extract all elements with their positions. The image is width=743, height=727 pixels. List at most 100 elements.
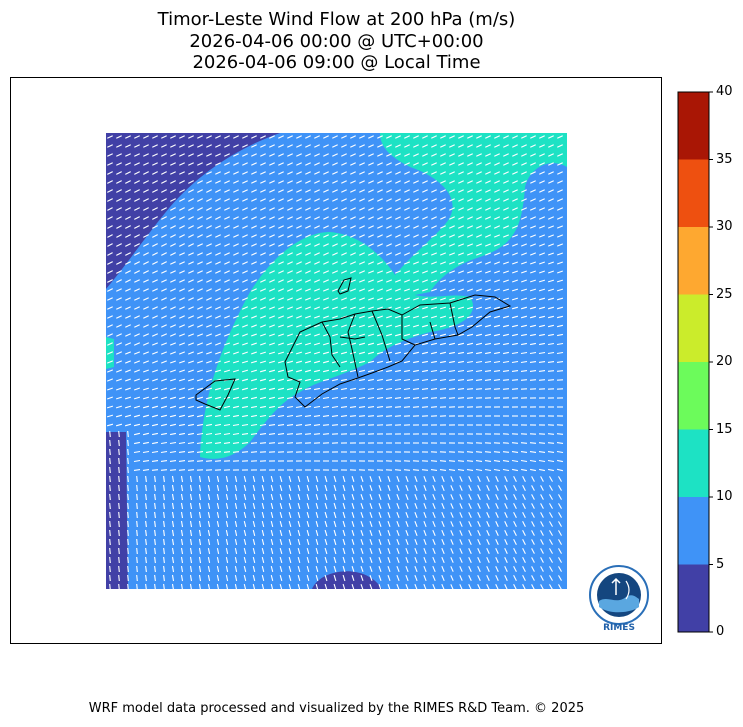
wind-arrow [441,520,445,528]
wind-arrow [288,565,292,573]
wind-arrow [223,333,231,337]
wind-arrow [243,475,247,483]
wind-arrow [134,378,140,382]
wind-arrow [124,405,132,409]
wind-arrow [385,397,393,399]
wind-arrow [116,234,122,238]
wind-arrow [118,484,120,492]
wind-arrow [333,502,337,510]
wind-arrow [134,297,140,301]
wind-arrow [548,144,554,148]
wind-arrow [278,189,284,193]
wind-arrow [538,216,546,220]
wind-arrow [277,306,285,310]
wind-arrow [287,198,293,202]
wind-arrow [277,414,285,418]
wind-arrow [206,360,212,364]
wind-arrow [179,288,185,292]
wind-arrow [556,288,564,292]
wind-arrow [270,520,274,528]
wind-arrow [341,171,347,175]
wind-arrow [341,207,347,211]
wind-arrow [314,225,320,229]
wind-arrow [558,530,562,536]
wind-arrow [268,396,276,400]
wind-arrow [188,171,194,175]
wind-arrow [205,333,213,337]
wind-arrow [413,153,419,157]
wind-arrow [504,476,508,482]
wind-arrow [260,207,266,211]
wind-arrow [306,475,310,483]
wind-arrow [331,424,339,426]
wind-arrow [394,469,402,471]
wind-arrow [358,342,366,346]
wind-arrow [251,198,257,202]
wind-arrow [512,261,518,265]
wind-arrow [315,484,319,492]
wind-arrow [548,189,554,193]
wind-arrow [163,547,165,555]
wind-arrow [521,171,527,175]
wind-arrow [440,135,446,139]
wind-arrow [142,450,150,454]
wind-arrow [170,225,176,229]
wind-arrow [405,475,409,483]
wind-arrow [125,315,131,319]
wind-arrow [423,556,427,564]
wind-arrow [142,396,150,400]
wind-arrow [360,575,364,581]
wind-arrow [269,234,275,238]
wind-arrow [270,574,274,582]
wind-arrow [234,511,238,519]
wind-arrow [134,189,140,193]
wind-arrow [180,583,183,589]
wind-arrow [295,369,303,373]
wind-arrow [304,433,312,435]
wind-arrow [225,547,229,555]
wind-arrow [322,433,330,435]
wind-arrow [431,144,437,148]
wind-arrow [466,243,474,247]
wind-arrow [196,324,204,328]
fast-tongue-central [200,232,474,459]
wind-arrow [412,261,420,265]
wind-arrow [486,485,490,491]
wind-arrow [214,342,222,346]
wind-arrow [269,270,275,274]
wind-arrow [387,485,391,491]
wind-arrow [422,153,428,157]
wind-arrow [234,547,238,555]
wind-arrow [369,512,373,518]
wind-arrow [547,459,555,463]
wind-arrow [412,388,420,390]
wind-arrow [349,288,357,292]
wind-arrow [394,261,402,265]
wind-arrow [511,252,519,256]
wind-arrow [169,414,177,418]
wind-arrow [341,234,347,238]
wind-arrow [216,565,220,573]
wind-arrow [170,171,176,175]
wind-arrow [521,153,527,157]
wind-arrow [340,333,348,337]
wind-arrow [457,460,465,462]
wind-arrow [368,306,374,310]
wind-arrow [538,442,546,444]
wind-arrow [369,584,373,589]
wind-arrow [484,460,492,462]
wind-arrow [450,557,454,563]
wind-arrow [179,369,185,373]
wind-arrow [494,153,500,157]
wind-arrow [450,485,454,491]
wind-arrow [520,243,528,247]
wind-arrow [477,584,481,589]
wind-arrow [250,396,258,400]
wind-arrow [115,360,123,364]
wind-arrow [387,476,391,482]
wind-arrow [152,288,158,292]
wind-arrow [287,180,293,184]
wind-arrow [259,414,267,418]
wind-arrow [314,252,320,256]
wind-arrow [368,135,374,139]
